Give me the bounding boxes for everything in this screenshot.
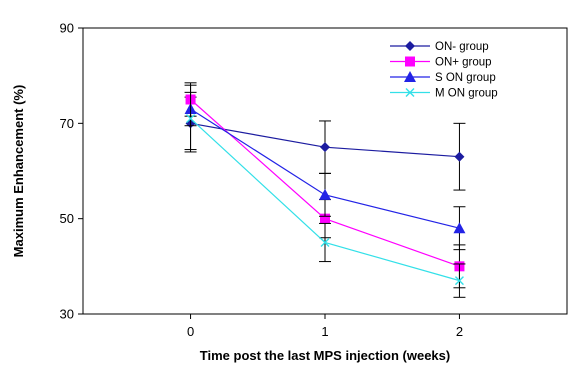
x-tick-label: 0 [187, 324, 194, 339]
data-point [320, 238, 330, 247]
marker-stroke [454, 276, 464, 286]
y-tick-label: 50 [60, 211, 74, 226]
data-point [320, 213, 330, 224]
x-axis: 0 1 2 [187, 314, 463, 339]
series-3 [184, 91, 466, 251]
data-point [186, 114, 196, 124]
legend-label: S ON group [435, 72, 496, 84]
legend-marker [405, 88, 415, 97]
series-layer [184, 82, 466, 298]
marker-stroke [186, 114, 196, 124]
legend-label: ON+ group [435, 57, 492, 69]
x-tick-label: 1 [321, 324, 328, 339]
data-point [454, 276, 464, 286]
data-point [319, 188, 331, 200]
data-point [454, 151, 465, 162]
x-tick-label: 2 [456, 324, 463, 339]
series-4 [184, 84, 466, 298]
legend-marker [405, 41, 415, 51]
legend-item: M ON group [390, 88, 498, 100]
legend-item: ON+ group [390, 56, 492, 69]
data-point [453, 222, 466, 234]
legend-label: ON- group [435, 41, 489, 53]
x-axis-title: Time post the last MPS injection (weeks) [200, 348, 450, 363]
legend: ON- group ON+ group S ON group M ON group [390, 41, 498, 100]
marker-stroke [405, 88, 415, 97]
legend-label: M ON group [435, 88, 498, 100]
y-tick-label: 30 [60, 307, 74, 322]
y-tick-label: 70 [60, 116, 74, 131]
legend-marker [405, 56, 415, 67]
data-point [320, 142, 330, 153]
legend-item: ON- group [390, 41, 489, 53]
y-axis: 30 50 70 90 [60, 21, 83, 322]
marker-stroke [320, 238, 330, 247]
y-tick-label: 90 [60, 21, 74, 36]
y-axis-title: Maximum Enhancement (%) [11, 85, 26, 258]
legend-item: S ON group [390, 71, 496, 84]
legend-marker [404, 71, 416, 82]
